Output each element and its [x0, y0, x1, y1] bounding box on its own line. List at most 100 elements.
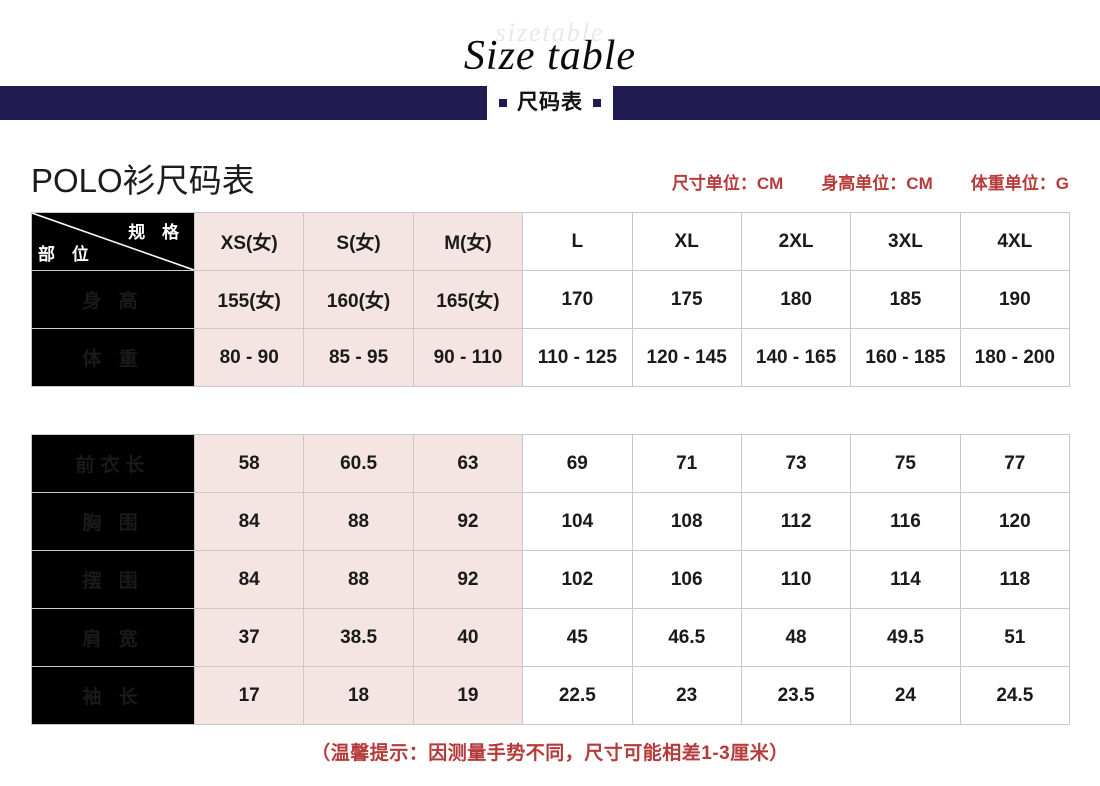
watermark-text: sizetable	[495, 18, 605, 47]
row-label-front-length: 前衣长	[31, 434, 195, 493]
cell-front-length-xs: 58	[193, 434, 305, 493]
cell-weight-xl: 120 - 145	[631, 328, 742, 387]
cell-shoulder-3xl: 49.5	[850, 608, 961, 667]
col-header-2xl: 2XL	[740, 212, 852, 271]
cell-shoulder-2xl: 48	[740, 608, 852, 667]
cell-weight-2xl: 140 - 165	[740, 328, 852, 387]
cell-chest-xl: 108	[631, 492, 742, 551]
col-header-4xl: 4XL	[959, 212, 1071, 271]
cell-sleeve-s: 18	[303, 666, 414, 725]
table-row: 摆 围 84 88 92 102 106 110 114 118	[31, 550, 1071, 609]
unit-height: 身高单位：CM	[821, 174, 933, 193]
col-header-3xl: 3XL	[850, 212, 961, 271]
measurement-table-wrapper: 前衣长 58 60.5 63 69 71 73 75 77 胸 围 84 88 …	[31, 434, 1071, 725]
cell-front-length-4xl: 77	[959, 434, 1071, 493]
cell-chest-3xl: 116	[850, 492, 961, 551]
corner-cell: 规 格 部 位	[31, 212, 195, 271]
table-row: 肩 宽 37 38.5 40 45 46.5 48 49.5 51	[31, 608, 1071, 667]
cell-height-2xl: 180	[740, 270, 852, 329]
cell-front-length-m: 63	[412, 434, 524, 493]
banner-bar-left	[0, 86, 487, 120]
row-label-chest: 胸 围	[31, 492, 195, 551]
square-bullet-left-icon	[499, 99, 507, 107]
square-bullet-right-icon	[593, 99, 601, 107]
cell-shoulder-m: 40	[412, 608, 524, 667]
cell-chest-2xl: 112	[740, 492, 852, 551]
cell-height-xs: 155(女)	[193, 270, 305, 329]
diagonal-line-icon	[32, 213, 194, 270]
corner-spec-label: 规 格	[128, 223, 185, 242]
unit-size: 尺寸单位：CM	[671, 174, 784, 193]
cell-chest-m: 92	[412, 492, 524, 551]
subtitle-row: POLO衫尺码表 尺寸单位：CM 身高单位：CM 体重单位：G	[31, 152, 1069, 200]
table-row: 袖 长 17 18 19 22.5 23 23.5 24 24.5	[31, 666, 1071, 725]
cell-height-m: 165(女)	[412, 270, 524, 329]
row-label-hem: 摆 围	[31, 550, 195, 609]
table-row: 胸 围 84 88 92 104 108 112 116 120	[31, 492, 1071, 551]
cell-sleeve-2xl: 23.5	[740, 666, 852, 725]
row-label-shoulder: 肩 宽	[31, 608, 195, 667]
col-header-xs: XS(女)	[193, 212, 305, 271]
cell-front-length-s: 60.5	[303, 434, 414, 493]
col-header-xl: XL	[631, 212, 742, 271]
cell-shoulder-l: 45	[522, 608, 633, 667]
cell-height-4xl: 190	[959, 270, 1071, 329]
cell-hem-4xl: 118	[959, 550, 1071, 609]
cell-shoulder-s: 38.5	[303, 608, 414, 667]
cell-weight-s: 85 - 95	[303, 328, 414, 387]
table-row: 前衣长 58 60.5 63 69 71 73 75 77	[31, 434, 1071, 493]
banner: 尺码表	[0, 86, 1100, 120]
cell-hem-2xl: 110	[740, 550, 852, 609]
table-row: 体 重 80 - 90 85 - 95 90 - 110 110 - 125 1…	[31, 328, 1071, 387]
cell-weight-4xl: 180 - 200	[959, 328, 1071, 387]
product-title: POLO衫尺码表	[31, 162, 255, 199]
cell-weight-l: 110 - 125	[522, 328, 633, 387]
cell-sleeve-4xl: 24.5	[959, 666, 1071, 725]
cell-height-s: 160(女)	[303, 270, 414, 329]
cell-weight-xs: 80 - 90	[193, 328, 305, 387]
cell-height-3xl: 185	[850, 270, 961, 329]
cell-hem-xs: 84	[193, 550, 305, 609]
cell-chest-l: 104	[522, 492, 633, 551]
table-header-row: 规 格 部 位 XS(女) S(女) M(女) L XL 2XL 3XL 4XL	[31, 212, 1071, 271]
row-label-sleeve: 袖 长	[31, 666, 195, 725]
cell-chest-4xl: 120	[959, 492, 1071, 551]
table-row: 身 高 155(女) 160(女) 165(女) 170 175 180 185…	[31, 270, 1071, 329]
unit-weight: 体重单位：G	[970, 174, 1069, 193]
page-title: Size table	[463, 33, 637, 79]
cell-chest-xs: 84	[193, 492, 305, 551]
measurement-table: 前衣长 58 60.5 63 69 71 73 75 77 胸 围 84 88 …	[31, 434, 1071, 725]
row-label-weight: 体 重	[31, 328, 195, 387]
cell-weight-m: 90 - 110	[412, 328, 524, 387]
col-header-m: M(女)	[412, 212, 524, 271]
cell-sleeve-xl: 23	[631, 666, 742, 725]
cell-front-length-xl: 71	[631, 434, 742, 493]
cell-sleeve-m: 19	[412, 666, 524, 725]
cell-front-length-l: 69	[522, 434, 633, 493]
cell-hem-m: 92	[412, 550, 524, 609]
unit-legend: 尺寸单位：CM 身高单位：CM 体重单位：G	[672, 169, 1069, 200]
size-spec-table: 规 格 部 位 XS(女) S(女) M(女) L XL 2XL 3XL 4XL…	[31, 212, 1071, 387]
cell-sleeve-l: 22.5	[522, 666, 633, 725]
cell-shoulder-4xl: 51	[959, 608, 1071, 667]
footer-note: （温馨提示：因测量手势不同，尺寸可能相差1-3厘米）	[311, 743, 789, 764]
cell-hem-xl: 106	[631, 550, 742, 609]
cell-hem-l: 102	[522, 550, 633, 609]
cell-chest-s: 88	[303, 492, 414, 551]
cell-front-length-3xl: 75	[850, 434, 961, 493]
cell-shoulder-xl: 46.5	[631, 608, 742, 667]
cell-sleeve-xs: 17	[193, 666, 305, 725]
corner-part-label: 部 位	[38, 245, 95, 264]
banner-center: 尺码表	[487, 86, 613, 120]
cell-sleeve-3xl: 24	[850, 666, 961, 725]
cell-height-xl: 175	[631, 270, 742, 329]
cell-hem-3xl: 114	[850, 550, 961, 609]
cell-height-l: 170	[522, 270, 633, 329]
cell-front-length-2xl: 73	[740, 434, 852, 493]
header-zone: sizetable Size table 尺码表	[0, 0, 1100, 140]
banner-label: 尺码表	[517, 91, 583, 114]
size-spec-table-wrapper: 规 格 部 位 XS(女) S(女) M(女) L XL 2XL 3XL 4XL…	[31, 212, 1071, 387]
row-label-height: 身 高	[31, 270, 195, 329]
cell-weight-3xl: 160 - 185	[850, 328, 961, 387]
